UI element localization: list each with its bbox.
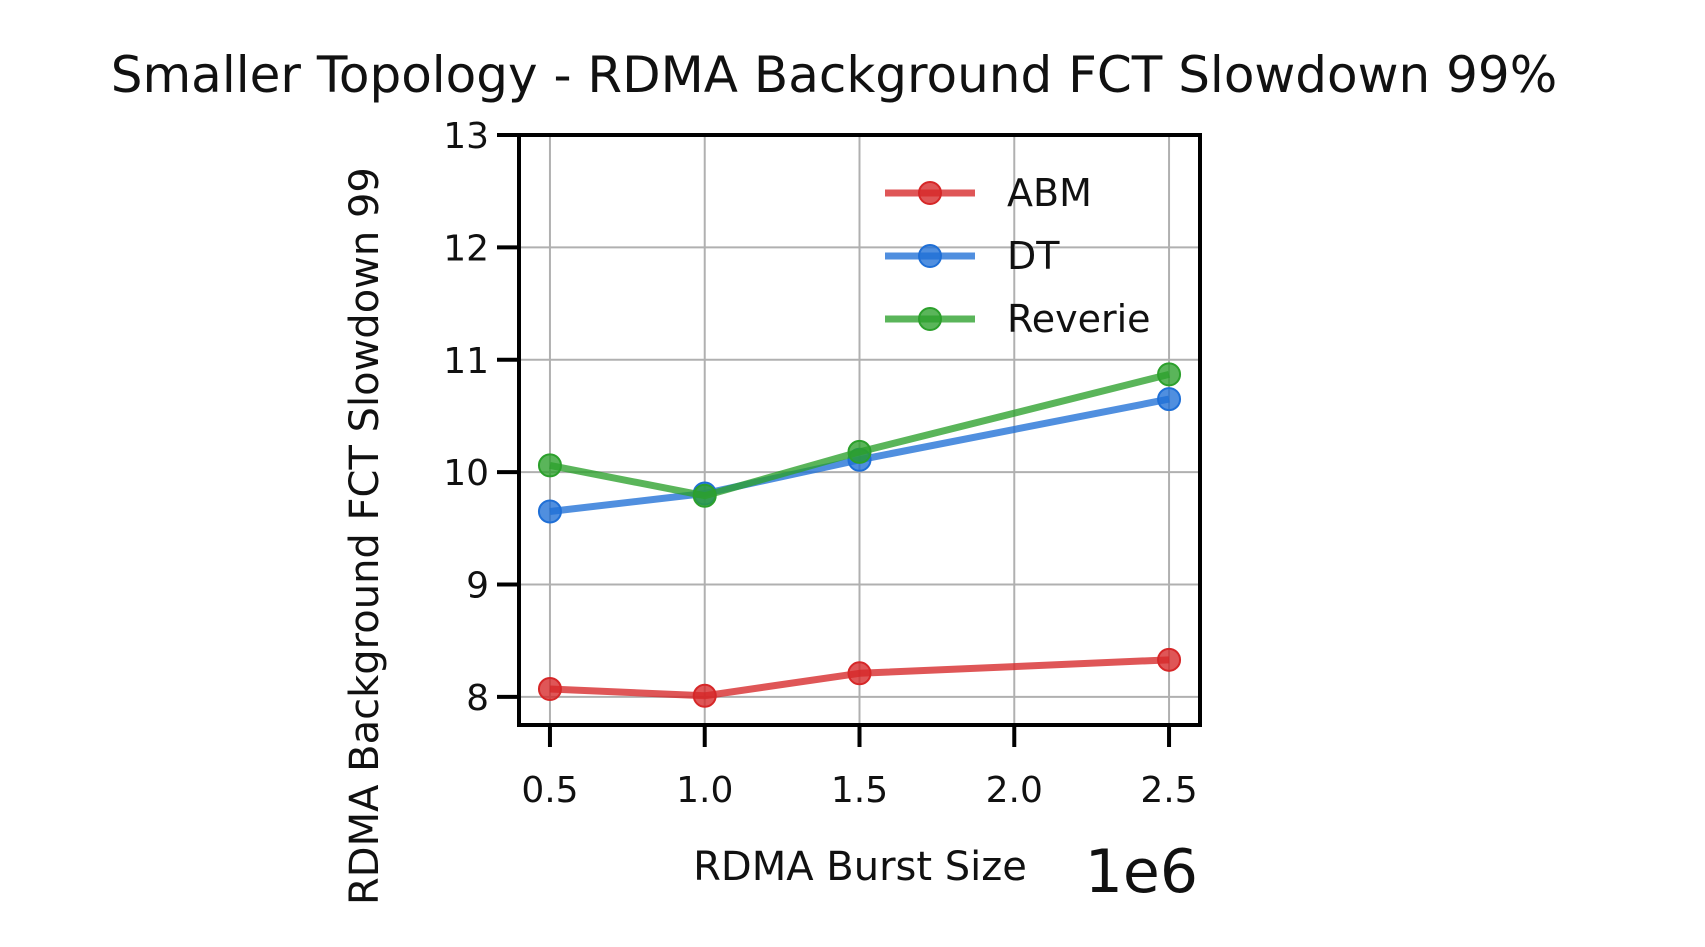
x-tick-label: 1.0 — [676, 770, 733, 811]
x-axis-offset-label: 1e6 — [1085, 837, 1198, 907]
series-group — [537, 362, 1182, 708]
series-abm — [537, 647, 1182, 708]
data-point-abm — [537, 677, 562, 702]
data-point-reverie — [537, 453, 562, 478]
series-line-abm — [549, 656, 1170, 700]
series-line-reverie — [549, 370, 1170, 500]
chart-title: Smaller Topology - RDMA Background FCT S… — [111, 46, 1558, 104]
y-axis-ticks: 8 9 10 11 12 13 — [443, 116, 519, 719]
legend-label: DT — [1007, 234, 1060, 278]
y-tick-label: 8 — [466, 678, 489, 719]
data-point-abm — [847, 661, 872, 686]
x-axis-ticks: 0.5 1.0 1.5 2.0 2.5 — [521, 725, 1198, 811]
legend-item-dt: DT — [885, 234, 1060, 278]
data-point-dt — [537, 499, 562, 524]
legend: ABM DT Reverie — [885, 171, 1151, 341]
x-tick-label: 0.5 — [521, 770, 578, 811]
legend-item-abm: ABM — [885, 171, 1092, 215]
x-tick-label: 2.5 — [1140, 770, 1197, 811]
x-axis-label: RDMA Burst Size — [693, 844, 1027, 890]
y-tick-label: 12 — [443, 228, 489, 269]
data-point-dt — [1157, 387, 1182, 412]
y-tick-label: 11 — [443, 341, 489, 382]
data-point-reverie — [1157, 362, 1182, 387]
x-tick-label: 1.5 — [831, 770, 888, 811]
data-point-reverie — [847, 439, 872, 464]
legend-label: ABM — [1007, 171, 1092, 215]
y-tick-label: 13 — [443, 116, 489, 157]
grid — [519, 134, 1200, 725]
legend-swatch-marker — [918, 244, 942, 268]
y-tick-label: 9 — [466, 566, 489, 607]
data-point-abm — [1157, 647, 1182, 672]
data-point-reverie — [692, 483, 717, 508]
data-point-abm — [692, 683, 717, 708]
x-tick-label: 2.0 — [986, 770, 1043, 811]
y-tick-label: 10 — [443, 453, 489, 494]
legend-swatch-marker — [918, 307, 942, 331]
legend-label: Reverie — [1007, 297, 1151, 341]
legend-item-reverie: Reverie — [885, 297, 1151, 341]
y-axis-label: RDMA Background FCT Slowdown 99 — [342, 167, 388, 905]
legend-swatch-marker — [918, 181, 942, 205]
series-reverie — [537, 362, 1182, 508]
